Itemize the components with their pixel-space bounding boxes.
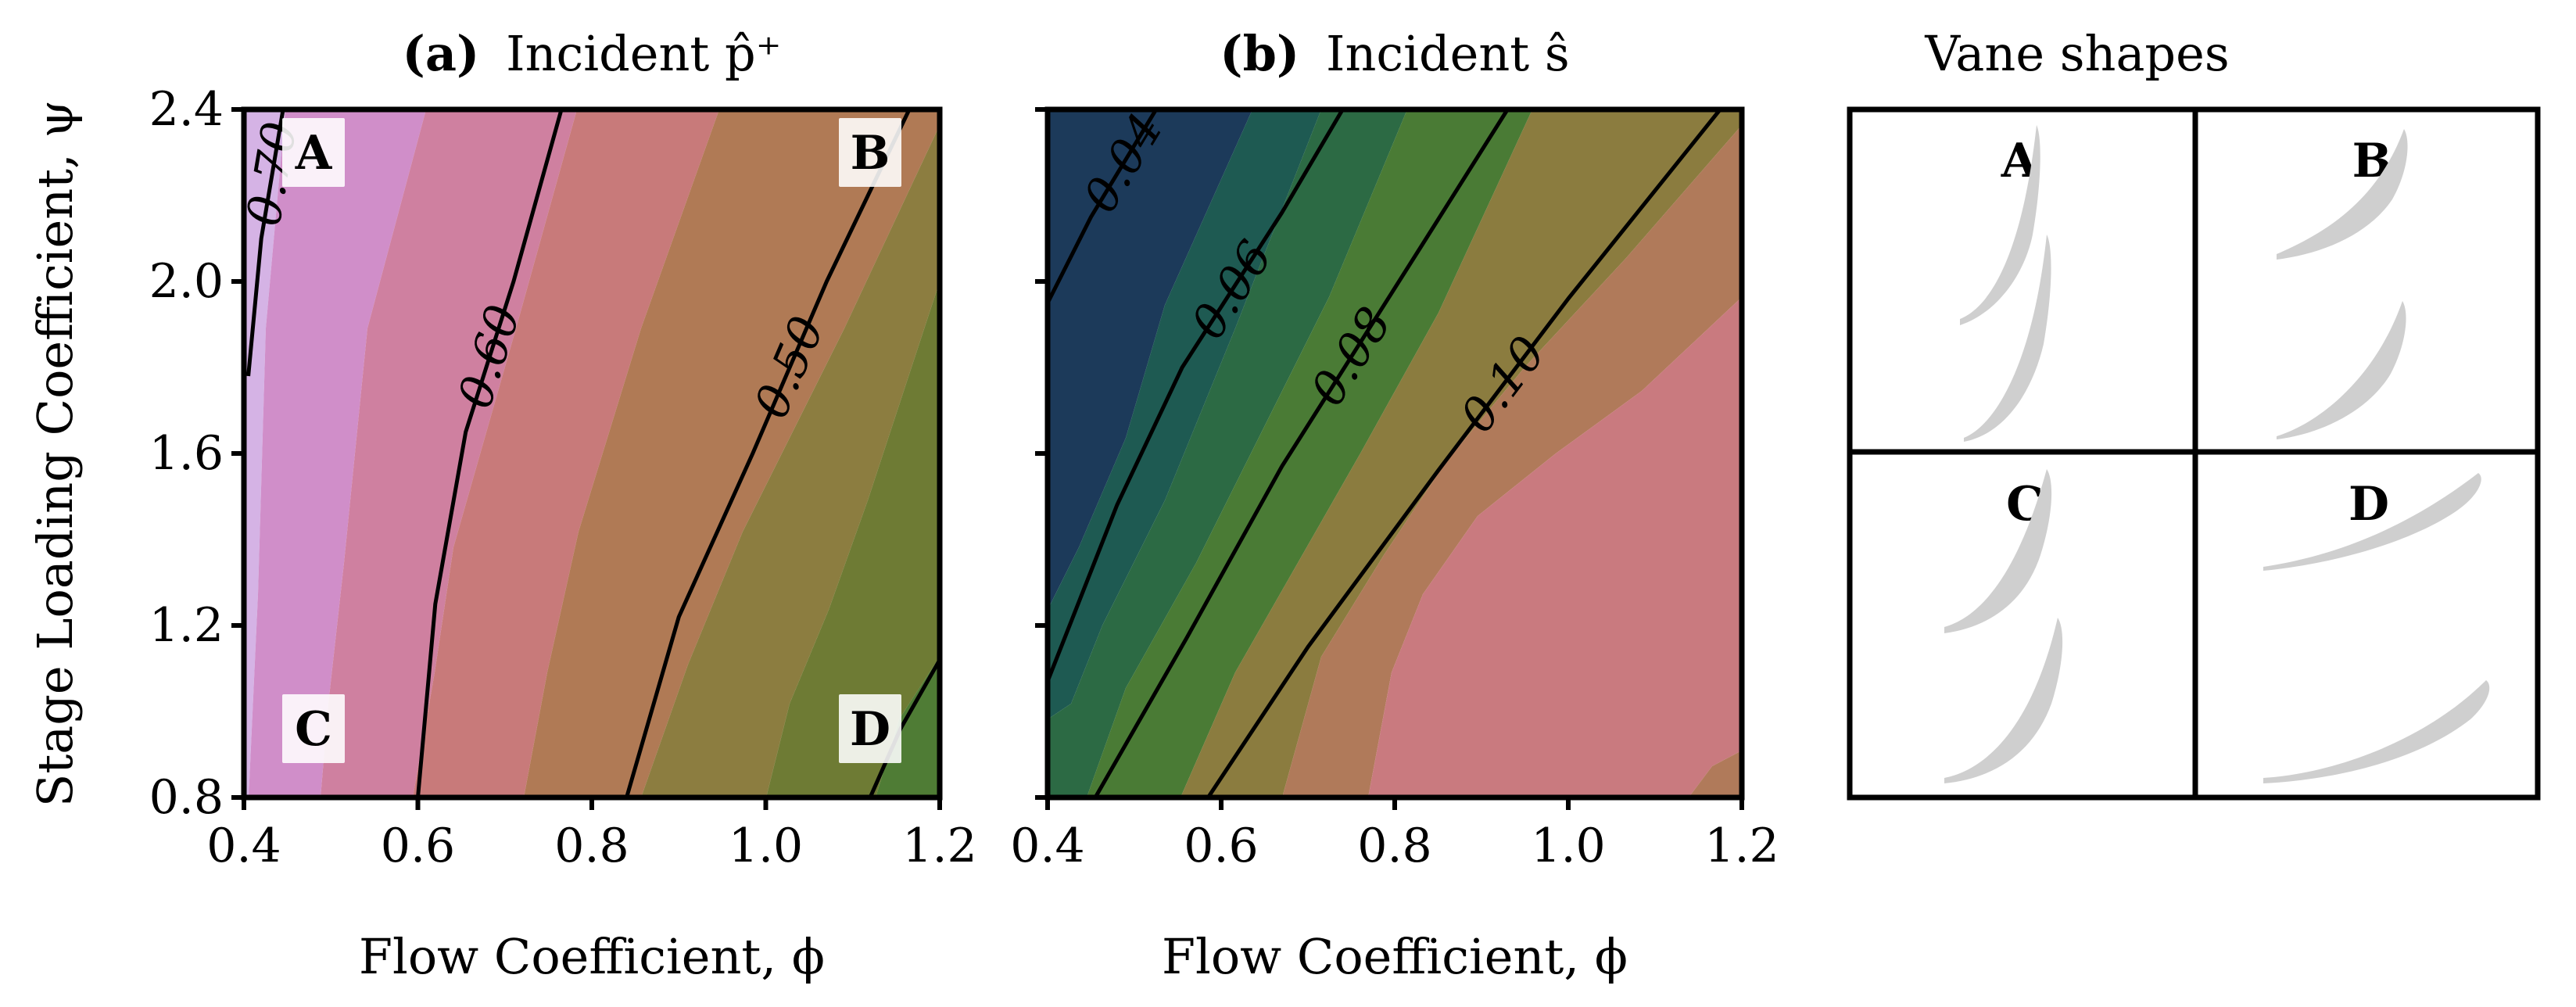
panel-a-fills: 0.700.60 0.50 <box>244 109 940 797</box>
panel-b-ticks: 0.4 0.6 0.8 1.0 1.2 <box>1010 107 1779 873</box>
panel-b-fills: 0.040.060.08 0.10 <box>1048 109 1742 797</box>
vane-d-upper <box>2263 473 2481 571</box>
panel-a-ytick-label-1-2: 1.2 <box>149 598 224 653</box>
vane-b-lower <box>2277 301 2406 439</box>
vane-cell-a: A <box>1960 125 2051 442</box>
vane-c-lower <box>1944 618 2063 783</box>
panel-a-title-rest: Incident p̂⁺ <box>506 25 781 82</box>
panel-a-contour-0-50 <box>625 109 912 797</box>
panel-a-contours <box>246 109 940 797</box>
panel-b-band-6 <box>1282 125 1742 797</box>
panel-b-title: (b) Incident ŝ <box>1220 25 1569 82</box>
panel-a-ticks: 0.4 0.6 0.8 1.0 1.2 0.8 1.2 1.6 2.0 2.4 <box>149 82 977 873</box>
panel-b-band-3 <box>1048 109 1407 797</box>
panel-a-contour-0-70 <box>246 109 285 377</box>
panel-c: Vane shapes A B C D <box>1847 25 2541 801</box>
panel-a-xlabel: Flow Coefficient, ϕ <box>359 928 825 985</box>
panel-b-xtick-label-0-8: 0.8 <box>1357 819 1431 873</box>
vane-cell-b: B <box>2277 129 2408 439</box>
panel-a-ytick-label-1-6: 1.6 <box>149 426 224 481</box>
panel-b-contour-0-06 <box>1048 109 1345 683</box>
y-axis-label: Stage Loading Coefficient, ψ <box>27 100 84 807</box>
panel-b-band-4 <box>1087 109 1532 797</box>
corner-marker-b-box <box>839 118 901 187</box>
panel-b-xtick-label-0-4: 0.4 <box>1010 819 1084 873</box>
vane-a-upper <box>1960 125 2040 325</box>
panel-a-corner-markers: A B C D <box>282 118 901 763</box>
panel-a: 0.700.60 0.50 A B C D 0.4 0.6 0.8 1.0 1.2 0.8 1.2 1… <box>149 25 977 985</box>
panel-a-xtick-label-0-8: 0.8 <box>554 819 629 873</box>
panel-b: 0.040.060.08 0.10 0.4 0.6 0.8 1.0 1.2 (b) Inc… <box>1010 25 1779 985</box>
panel-b-xtick-label-1-0: 1.0 <box>1531 819 1605 873</box>
corner-marker-a-box <box>282 118 345 187</box>
vane-d-lower <box>2263 680 2490 783</box>
vane-b-upper <box>2277 129 2408 260</box>
corner-marker-a: A <box>295 126 333 181</box>
panel-a-title-bold: (a) <box>403 25 480 82</box>
panel-a-band-5 <box>524 109 940 797</box>
panel-b-xlabel: Flow Coefficient, ϕ <box>1162 928 1628 985</box>
panel-a-band-4 <box>413 109 719 797</box>
panel-b-band-1 <box>1048 109 1252 610</box>
panel-b-band-5 <box>1181 109 1742 797</box>
panel-b-band-2 <box>1048 109 1321 719</box>
panel-b-contour-0-10 <box>1206 109 1722 797</box>
panel-a-xtick-label-0-6: 0.6 <box>381 819 455 873</box>
panel-a-xtick-label-1-0: 1.0 <box>729 819 803 873</box>
panel-b-band-8 <box>1689 751 1742 797</box>
vane-c-upper <box>1944 469 2052 633</box>
panel-a-band-1 <box>244 109 285 797</box>
vane-cell-d-label: D <box>2348 477 2389 532</box>
corner-marker-d-box <box>839 694 901 763</box>
panel-b-contour-0-04 <box>1048 109 1158 304</box>
panel-a-ytick-label-2-4: 2.4 <box>149 82 224 137</box>
panel-a-title: (a) Incident p̂⁺ <box>403 25 782 82</box>
panel-a-ytick-label-0-8: 0.8 <box>149 770 224 825</box>
panel-a-band-6 <box>641 125 940 797</box>
vane-cell-c: C <box>1944 469 2063 783</box>
panel-a-xtick-label-0-4: 0.4 <box>206 819 281 873</box>
corner-marker-c-box <box>282 694 345 763</box>
vane-cell-d: D <box>2263 473 2490 783</box>
panel-a-band-7 <box>766 281 940 797</box>
corner-marker-c: C <box>295 702 332 757</box>
panel-b-contour-0-08 <box>1093 109 1510 797</box>
panel-c-title: Vane shapes <box>1924 25 2229 82</box>
panel-a-ytick-label-2-0: 2.0 <box>149 254 224 309</box>
panel-a-xtick-label-1-2: 1.2 <box>902 819 976 873</box>
panel-a-contour-0-60 <box>416 109 564 797</box>
panel-b-title-bold: (b) <box>1220 25 1299 82</box>
panel-b-band-7 <box>1368 297 1742 797</box>
corner-marker-b: B <box>851 126 890 181</box>
panel-b-contours <box>1048 109 1722 797</box>
panel-b-title-rest: Incident ŝ <box>1326 25 1570 82</box>
panel-a-band-2 <box>249 109 426 797</box>
corner-marker-d: D <box>850 702 890 757</box>
panel-b-xtick-label-0-6: 0.6 <box>1184 819 1258 873</box>
vane-a-lower <box>1964 235 2051 442</box>
panel-b-xtick-label-1-2: 1.2 <box>1704 819 1779 873</box>
